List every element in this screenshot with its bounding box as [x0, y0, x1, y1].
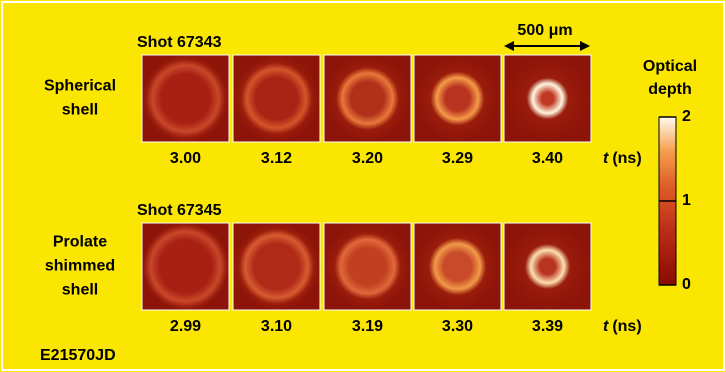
shot-image — [504, 55, 591, 142]
time-label: 3.30 — [442, 318, 473, 335]
time-symbol: t — [603, 318, 609, 335]
row-label: shell — [62, 102, 98, 119]
shot-image — [414, 55, 501, 142]
time-label: 3.20 — [352, 150, 383, 167]
time-label: 3.00 — [170, 150, 201, 167]
colorbar-title: Optical — [643, 58, 697, 75]
colorbar-tick-label: 2 — [682, 108, 691, 125]
time-label: 3.29 — [442, 150, 473, 167]
row-label: Spherical — [44, 78, 116, 95]
figure: 500 μm E21570JD Shot 67343 Spherical shell… — [0, 0, 726, 372]
time-label: 3.40 — [532, 150, 563, 167]
colorbar-title: depth — [648, 81, 692, 98]
colorbar-tick-label: 0 — [682, 276, 691, 293]
shot-image — [324, 223, 411, 310]
time-label: 3.19 — [352, 318, 383, 335]
colorbar-tick-label: 1 — [682, 192, 691, 209]
time-symbol: t — [603, 150, 609, 167]
time-label: 3.39 — [532, 318, 563, 335]
time-label: 2.99 — [170, 318, 201, 335]
shot-image — [142, 223, 229, 310]
time-unit-text: (ns) — [612, 150, 641, 167]
time-unit-text: (ns) — [612, 318, 641, 335]
figure-id: E21570JD — [40, 347, 116, 364]
time-label: 3.10 — [261, 318, 292, 335]
shot-image — [324, 55, 411, 142]
shot-image — [414, 223, 501, 310]
scale-bar-label: 500 μm — [517, 22, 572, 39]
row-label: Prolate — [53, 234, 107, 251]
shot-image — [142, 55, 229, 142]
shot-image — [504, 223, 591, 310]
shot-label: Shot 67345 — [137, 202, 222, 219]
shot-image — [233, 223, 320, 310]
shot-image — [233, 55, 320, 142]
time-label: 3.12 — [261, 150, 292, 167]
shot-label: Shot 67343 — [137, 34, 222, 51]
row-label: shimmed — [45, 258, 115, 275]
row-label: shell — [62, 282, 98, 299]
